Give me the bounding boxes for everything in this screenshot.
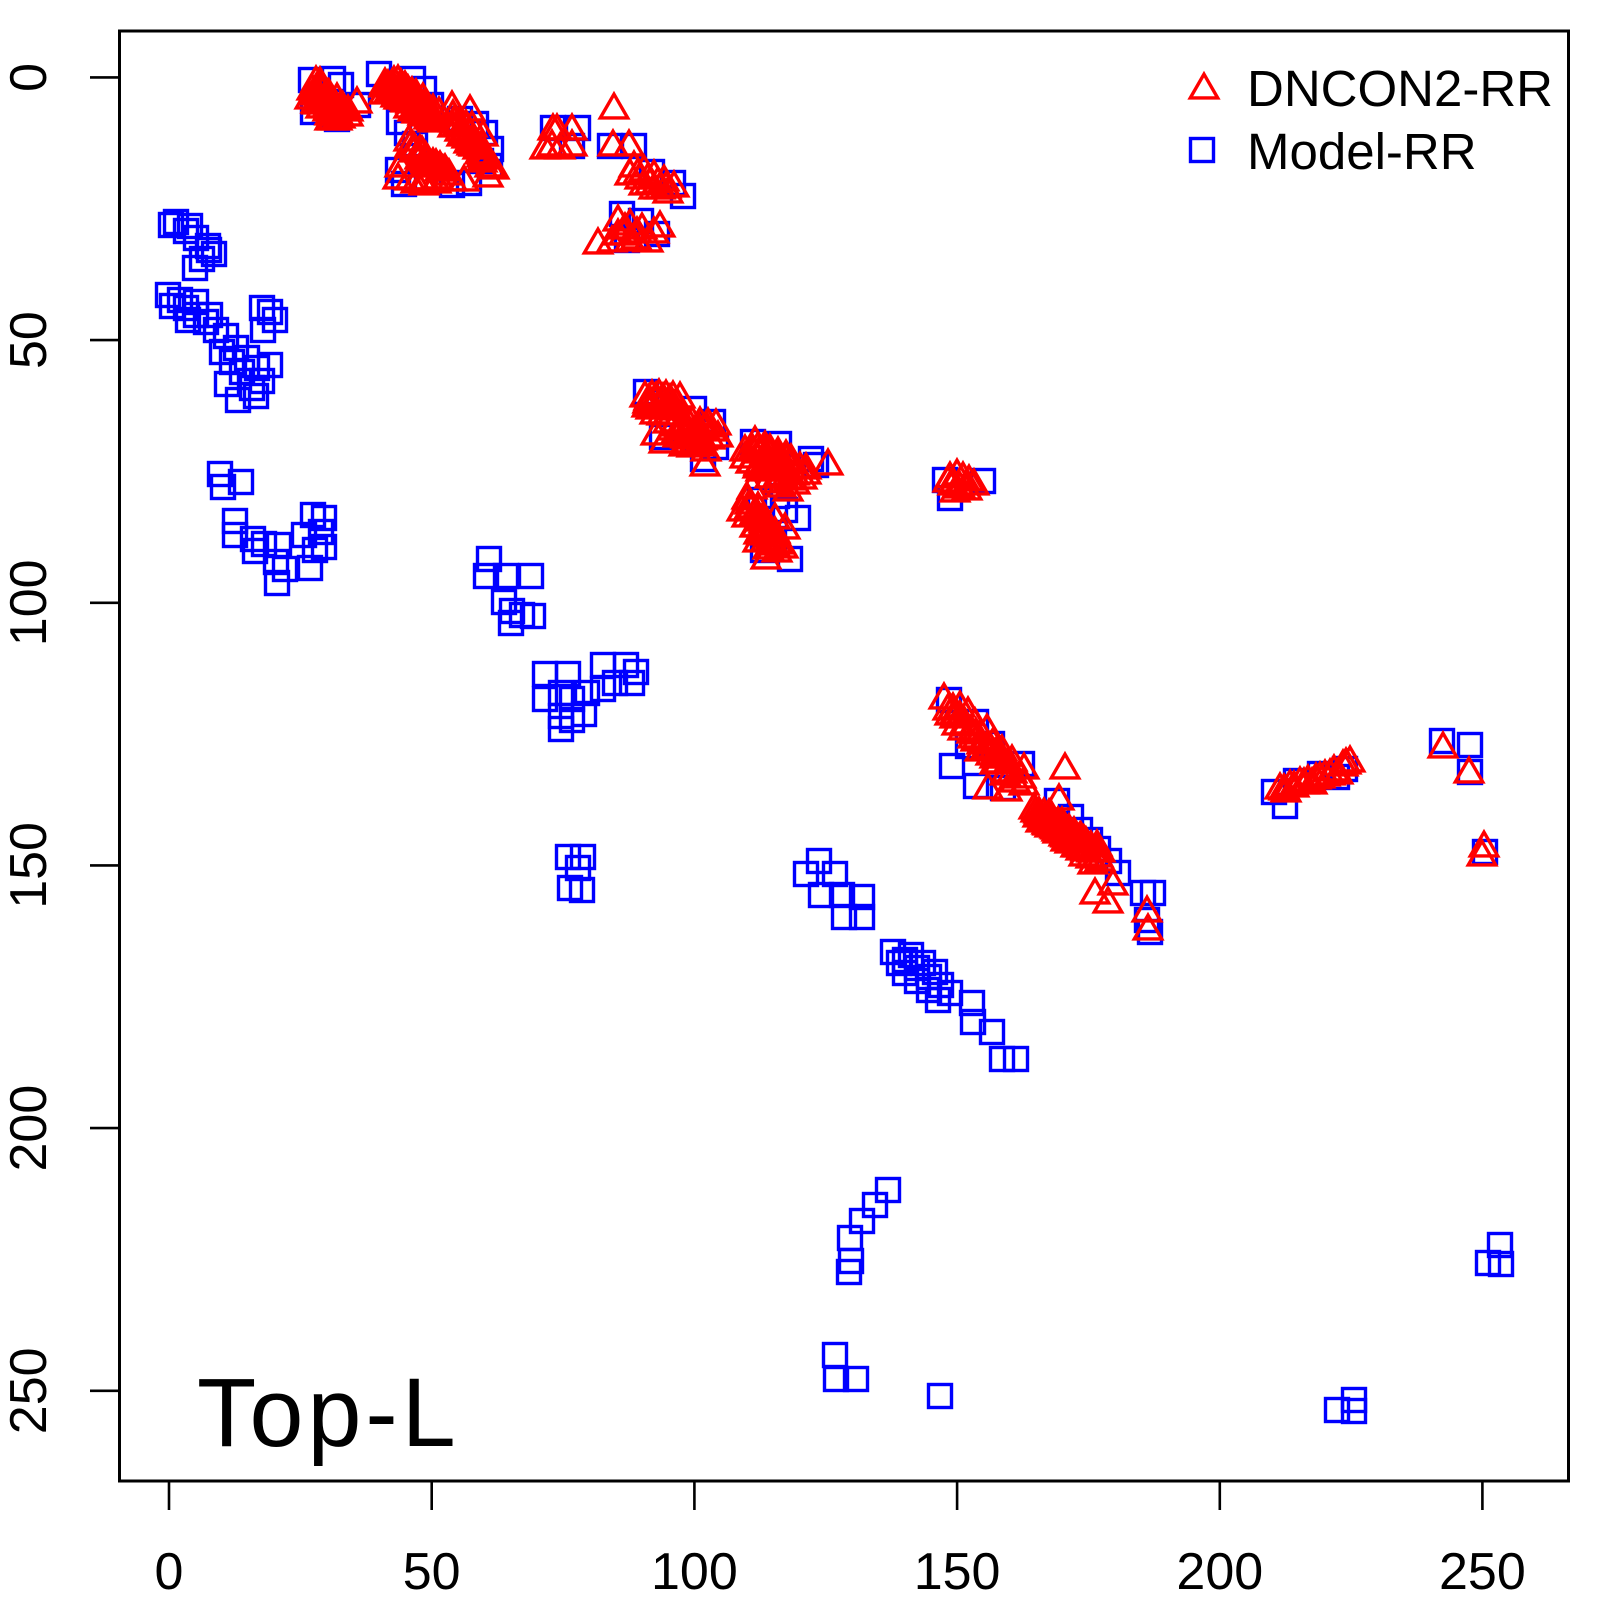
svg-text:200: 200 [1176,1543,1263,1600]
svg-text:100: 100 [651,1543,738,1600]
svg-text:Top-L: Top-L [197,1358,460,1467]
svg-text:0: 0 [155,1543,184,1600]
svg-text:100: 100 [0,559,58,646]
svg-text:200: 200 [0,1085,58,1172]
svg-text:150: 150 [0,822,58,909]
svg-text:Model-RR: Model-RR [1247,123,1477,180]
svg-text:250: 250 [1439,1543,1526,1600]
svg-text:0: 0 [0,63,58,92]
svg-text:DNCON2-RR: DNCON2-RR [1247,60,1553,117]
svg-text:150: 150 [914,1543,1001,1600]
svg-text:50: 50 [403,1543,461,1600]
svg-text:50: 50 [0,311,58,369]
svg-text:250: 250 [0,1347,58,1434]
